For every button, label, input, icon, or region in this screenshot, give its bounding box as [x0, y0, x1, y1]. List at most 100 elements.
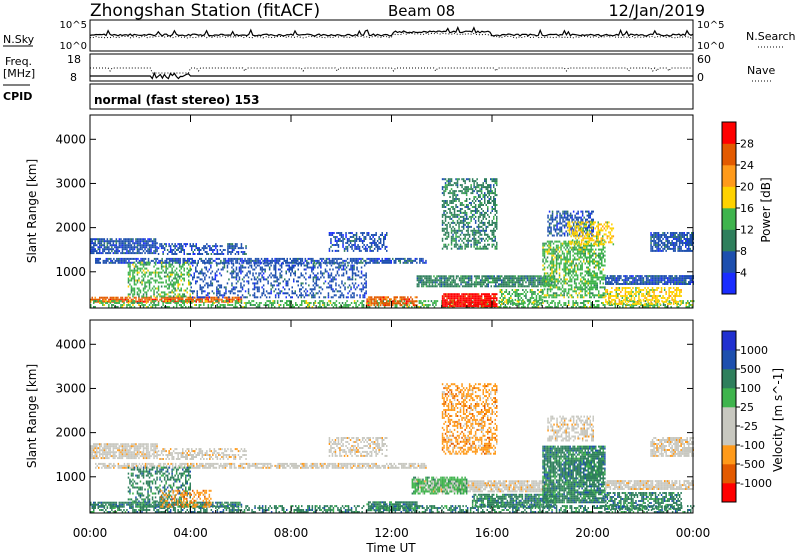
power-echo-cell [136, 267, 139, 270]
power-echo-cell [280, 290, 283, 293]
power-echo-cell [185, 289, 187, 292]
power-echo-cell [314, 276, 316, 279]
power-echo-cell [207, 253, 210, 255]
power-echo-cell [244, 274, 247, 277]
power-echo-cell [453, 239, 456, 242]
power-echo-cell [142, 273, 145, 276]
power-echo-cell [279, 282, 281, 285]
power-echo-cell [357, 284, 360, 287]
power-echo-cell [196, 264, 198, 267]
power-echo-cell [206, 296, 208, 299]
power-echo-cell [437, 279, 440, 282]
power-echo-cell [469, 283, 471, 286]
power-echo-cell [677, 306, 680, 308]
power-echo-cell [165, 267, 167, 270]
power-echo-cell [560, 304, 562, 306]
power-echo-cell [150, 250, 152, 253]
power-echo-cell [543, 256, 546, 259]
power-echo-cell [372, 257, 374, 260]
power-echo-cell [471, 188, 474, 191]
power-echo-cell [468, 303, 471, 306]
power-echo-cell [561, 306, 564, 308]
power-echo-cell [513, 281, 515, 284]
power-echo-cell [139, 242, 142, 245]
power-echo-cell [534, 291, 536, 293]
power-echo-cell [474, 215, 477, 218]
power-echo-cell [168, 271, 170, 274]
power-echo-cell [191, 306, 193, 308]
power-echo-cell [479, 241, 481, 244]
power-echo-cell [365, 282, 367, 285]
power-echo-cell [511, 293, 514, 295]
power-echo-cell [129, 240, 131, 243]
power-echo-cell [320, 272, 322, 275]
power-echo-cell [133, 302, 136, 304]
power-echo-cell [169, 281, 172, 284]
power-echo-cell [452, 303, 454, 306]
power-echo-cell [545, 248, 547, 251]
power-echo-cell [312, 278, 315, 281]
power-echo-cell [147, 279, 149, 282]
power-echo-cell [228, 300, 231, 303]
power-echo-cell [271, 284, 274, 287]
power-echo-cell [169, 300, 172, 303]
power-echo-cell [445, 281, 447, 284]
power-echo-cell [148, 248, 151, 251]
power-echo-cell [477, 303, 480, 306]
power-echo-cell [384, 236, 386, 238]
power-echo-cell [99, 302, 101, 304]
power-echo-cell [682, 302, 684, 304]
power-echo-cell [471, 210, 474, 212]
power-echo-cell [306, 290, 309, 293]
power-echo-cell [91, 296, 93, 299]
power-echo-cell [122, 259, 124, 262]
power-echo-cell [100, 238, 103, 241]
power-echo-cell [175, 271, 178, 274]
power-echo-cell [123, 238, 125, 241]
power-echo-cell [143, 259, 145, 262]
power-echo-cell [376, 244, 379, 246]
power-echo-cell [543, 288, 546, 291]
power-echo-cell [446, 215, 448, 218]
power-echo-cell [160, 300, 163, 303]
power-echo-cell [347, 296, 349, 299]
power-echo-cell [540, 283, 542, 286]
power-echo-cell [94, 300, 96, 303]
power-echo-cell [523, 279, 526, 282]
power-echo-cell [114, 244, 116, 247]
power-echo-cell [135, 252, 137, 255]
power-echo-cell [141, 257, 144, 260]
power-echo-cell [306, 266, 309, 269]
power-echo-cell [216, 251, 219, 253]
power-echo-cell [444, 202, 447, 204]
power-echo-cell [121, 298, 124, 301]
power-echo-cell [233, 306, 235, 308]
power-echo-cell [163, 295, 166, 298]
power-echo-cell [159, 245, 161, 248]
power-echo-cell [551, 270, 553, 273]
power-echo-cell [458, 295, 460, 298]
power-echo-cell [488, 301, 490, 304]
power-echo-cell [289, 304, 291, 306]
power-echo-cell [247, 280, 250, 283]
power-echo-cell [476, 225, 478, 228]
power-echo-cell [494, 235, 496, 238]
power-echo-cell [625, 306, 627, 308]
power-echo-cell [141, 246, 143, 249]
power-echo-cell [519, 295, 521, 297]
power-echo-cell [115, 296, 118, 299]
power-echo-cell [496, 299, 498, 302]
power-echo-cell [234, 253, 237, 255]
power-echo-cell [97, 242, 99, 245]
power-echo-cell [232, 272, 235, 275]
power-echo-cell [544, 277, 547, 280]
power-echo-cell [274, 274, 277, 277]
power-echo-cell [344, 302, 347, 304]
power-echo-cell [482, 217, 484, 220]
power-echo-cell [171, 300, 173, 303]
power-echo-cell [264, 294, 266, 297]
power-echo-cell [300, 292, 302, 295]
power-echo-cell [144, 281, 146, 284]
power-echo-cell [487, 235, 489, 238]
power-echo-cell [231, 288, 233, 291]
